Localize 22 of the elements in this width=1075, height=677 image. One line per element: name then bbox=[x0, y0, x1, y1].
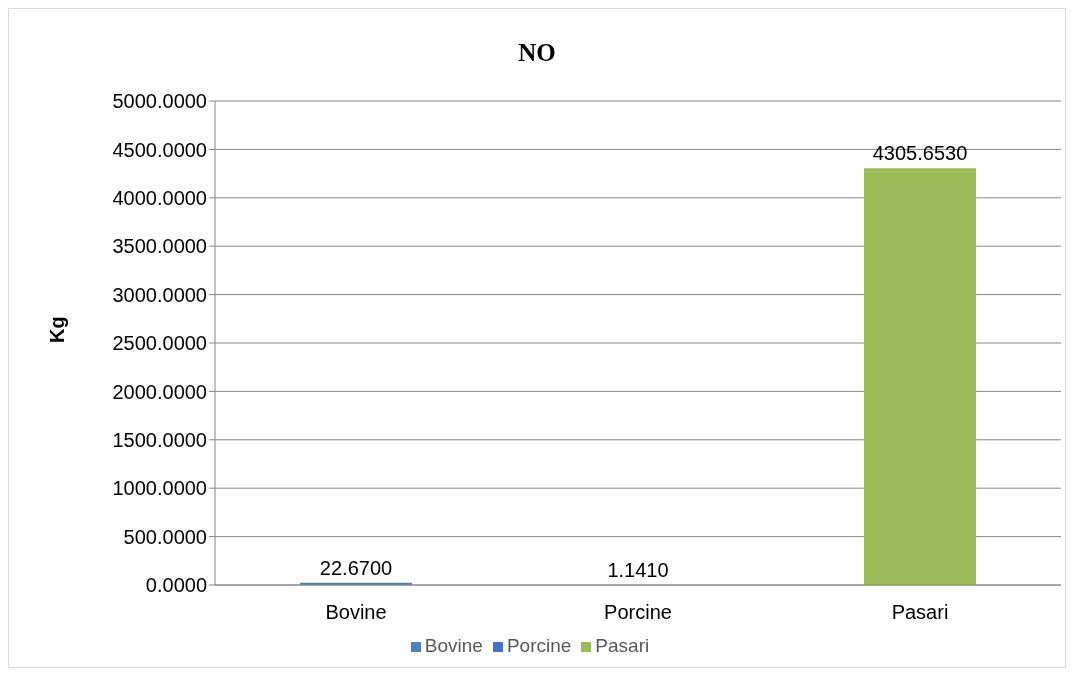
legend-label: Porcine bbox=[506, 635, 572, 656]
y-axis-title: Kg bbox=[46, 316, 69, 343]
y-tick-label: 3000.0000 bbox=[112, 283, 207, 306]
legend-label: Bovine bbox=[424, 635, 483, 656]
x-tick-label: Pasari bbox=[891, 601, 949, 624]
y-tick-label: 1000.0000 bbox=[112, 477, 207, 500]
y-tick-label: 3500.0000 bbox=[112, 235, 207, 258]
y-tick-label: 5000.0000 bbox=[112, 90, 207, 113]
y-tick-label: 1500.0000 bbox=[112, 428, 207, 451]
y-tick-label: 4500.0000 bbox=[112, 138, 207, 161]
chart-title: NO bbox=[517, 39, 557, 68]
y-tick-label: 4000.0000 bbox=[112, 186, 207, 209]
y-tick-label: 0.0000 bbox=[145, 574, 207, 597]
y-tick-label: 2000.0000 bbox=[112, 380, 207, 403]
data-label: 1.1410 bbox=[607, 558, 669, 581]
y-tick-label: 2500.0000 bbox=[112, 332, 207, 355]
x-tick-label: Bovine bbox=[325, 601, 387, 624]
y-tick-label: 500.0000 bbox=[123, 525, 207, 548]
x-tick-label: Porcine bbox=[604, 601, 672, 624]
data-label: 22.6700 bbox=[319, 556, 393, 579]
legend-label: Pasari bbox=[595, 635, 650, 656]
data-label: 4305.6530 bbox=[872, 142, 968, 165]
